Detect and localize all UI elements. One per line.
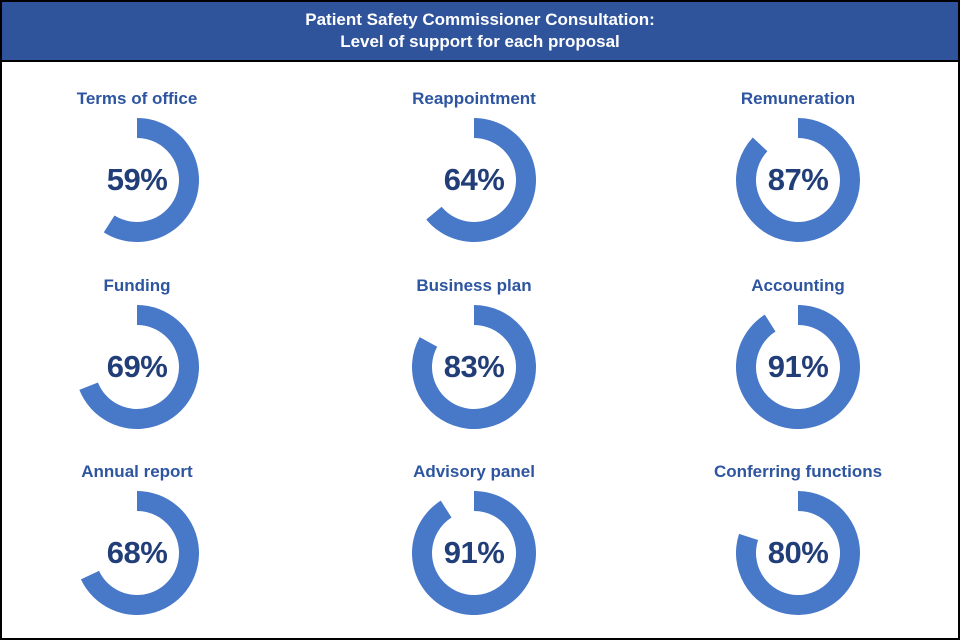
- donut-value: 64%: [443, 162, 505, 197]
- donut-chart-funding: Funding 69%: [27, 275, 247, 432]
- donut-chart-accounting: Accounting 91%: [688, 275, 908, 432]
- donut-label: Accounting: [751, 276, 845, 295]
- donut-label: Funding: [103, 276, 171, 295]
- donut-chart-terms-of-office: Terms of office 59%: [27, 88, 247, 245]
- donut-ring: [80, 491, 199, 615]
- chart-title-line2: Level of support for each proposal: [340, 32, 620, 51]
- donut-value: 83%: [443, 349, 505, 384]
- donut-label: Conferring functions: [713, 462, 883, 481]
- donut-ring: [412, 305, 537, 429]
- chart-header: Patient Safety Commissioner Consultation…: [2, 2, 958, 62]
- donut-chart-advisory-panel: Advisory panel 91%: [364, 461, 584, 618]
- donut-value: 68%: [106, 535, 168, 570]
- donut-value: 91%: [767, 349, 829, 384]
- donut-label: Annual report: [81, 462, 193, 481]
- donut-chart-reappointment: Reappointment 64%: [364, 88, 584, 245]
- donut-chart-remuneration: Remuneration 87%: [688, 88, 908, 245]
- donut-ring: [426, 118, 537, 242]
- donut-ring: [411, 491, 536, 615]
- donut-value: 80%: [767, 535, 829, 570]
- donut-ring: [735, 491, 860, 615]
- donut-label: Reappointment: [412, 89, 536, 108]
- donut-chart-conferring-functions: Conferring functions 80%: [688, 461, 908, 618]
- donut-chart-annual-report: Annual report 68%: [27, 461, 247, 618]
- donut-label: Terms of office: [76, 89, 198, 108]
- donut-chart-business-plan: Business plan 83%: [364, 275, 584, 432]
- donut-label: Remuneration: [740, 89, 856, 108]
- donut-grid: Terms of office 59% Reappointment 64% Re…: [2, 64, 958, 638]
- donut-ring: [735, 118, 860, 242]
- donut-value: 91%: [443, 535, 505, 570]
- donut-label: Business plan: [416, 276, 532, 295]
- donut-value: 59%: [106, 162, 168, 197]
- donut-label: Advisory panel: [413, 462, 535, 481]
- donut-ring: [79, 305, 199, 429]
- donut-value: 69%: [106, 349, 168, 384]
- chart-title-line1: Patient Safety Commissioner Consultation…: [305, 10, 655, 29]
- donut-ring: [103, 118, 199, 242]
- donut-value: 87%: [767, 162, 829, 197]
- donut-ring: [735, 305, 860, 429]
